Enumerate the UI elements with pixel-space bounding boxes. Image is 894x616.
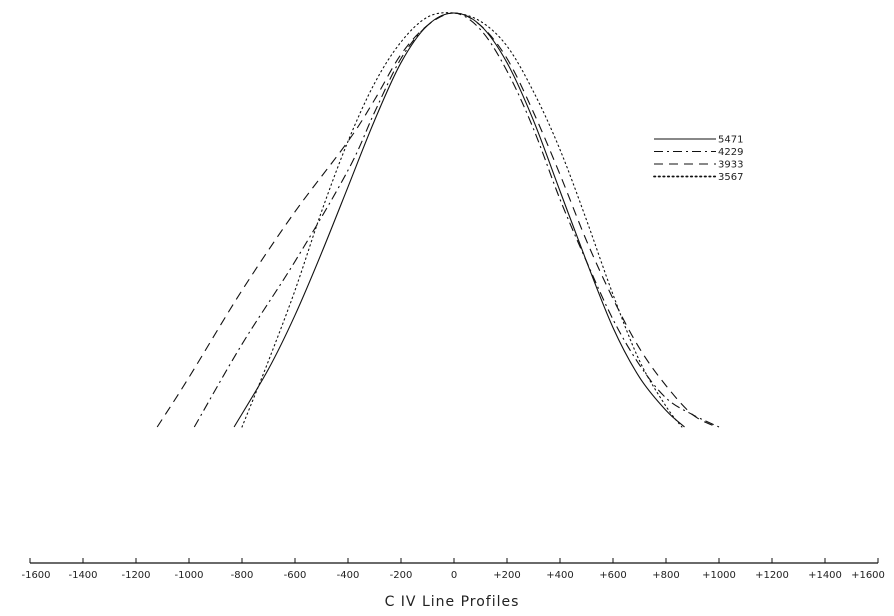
legend-label-3933: 3933	[718, 160, 743, 171]
x-tick-label: +1200	[755, 570, 789, 581]
legend-label-5471: 5471	[718, 135, 743, 146]
x-tick-label: +400	[546, 570, 573, 581]
x-tick-label: +1000	[702, 570, 736, 581]
x-tick-label: 0	[451, 570, 457, 581]
x-tick-label: -600	[284, 570, 307, 581]
x-tick-label: -1600	[21, 570, 50, 581]
series-line-3933	[156, 12, 717, 428]
x-tick-label: +600	[599, 570, 626, 581]
x-axis-ticks: -1600 -1400 -1200 -1000 -800 -600 -400 -200 0 +20…	[21, 558, 885, 581]
x-tick-label: +1600	[851, 570, 885, 581]
x-tick-label: +200	[493, 570, 520, 581]
series-line-4229	[193, 12, 720, 428]
x-tick-label: +800	[652, 570, 679, 581]
legend-label-3567: 3567	[718, 172, 743, 183]
x-tick-label: +1400	[808, 570, 842, 581]
chart-title: C IV Line Profiles	[385, 594, 520, 610]
series-line-5471	[233, 12, 685, 428]
x-tick-label: -800	[231, 570, 254, 581]
x-tick-label: -200	[390, 570, 413, 581]
x-tick-label: -400	[337, 570, 360, 581]
legend-label-4229: 4229	[718, 147, 743, 158]
series-layer	[156, 12, 720, 428]
series-line-3567	[241, 12, 683, 428]
x-tick-label: -1000	[174, 570, 203, 581]
x-tick-label: -1400	[68, 570, 97, 581]
x-tick-label: -1200	[121, 570, 150, 581]
